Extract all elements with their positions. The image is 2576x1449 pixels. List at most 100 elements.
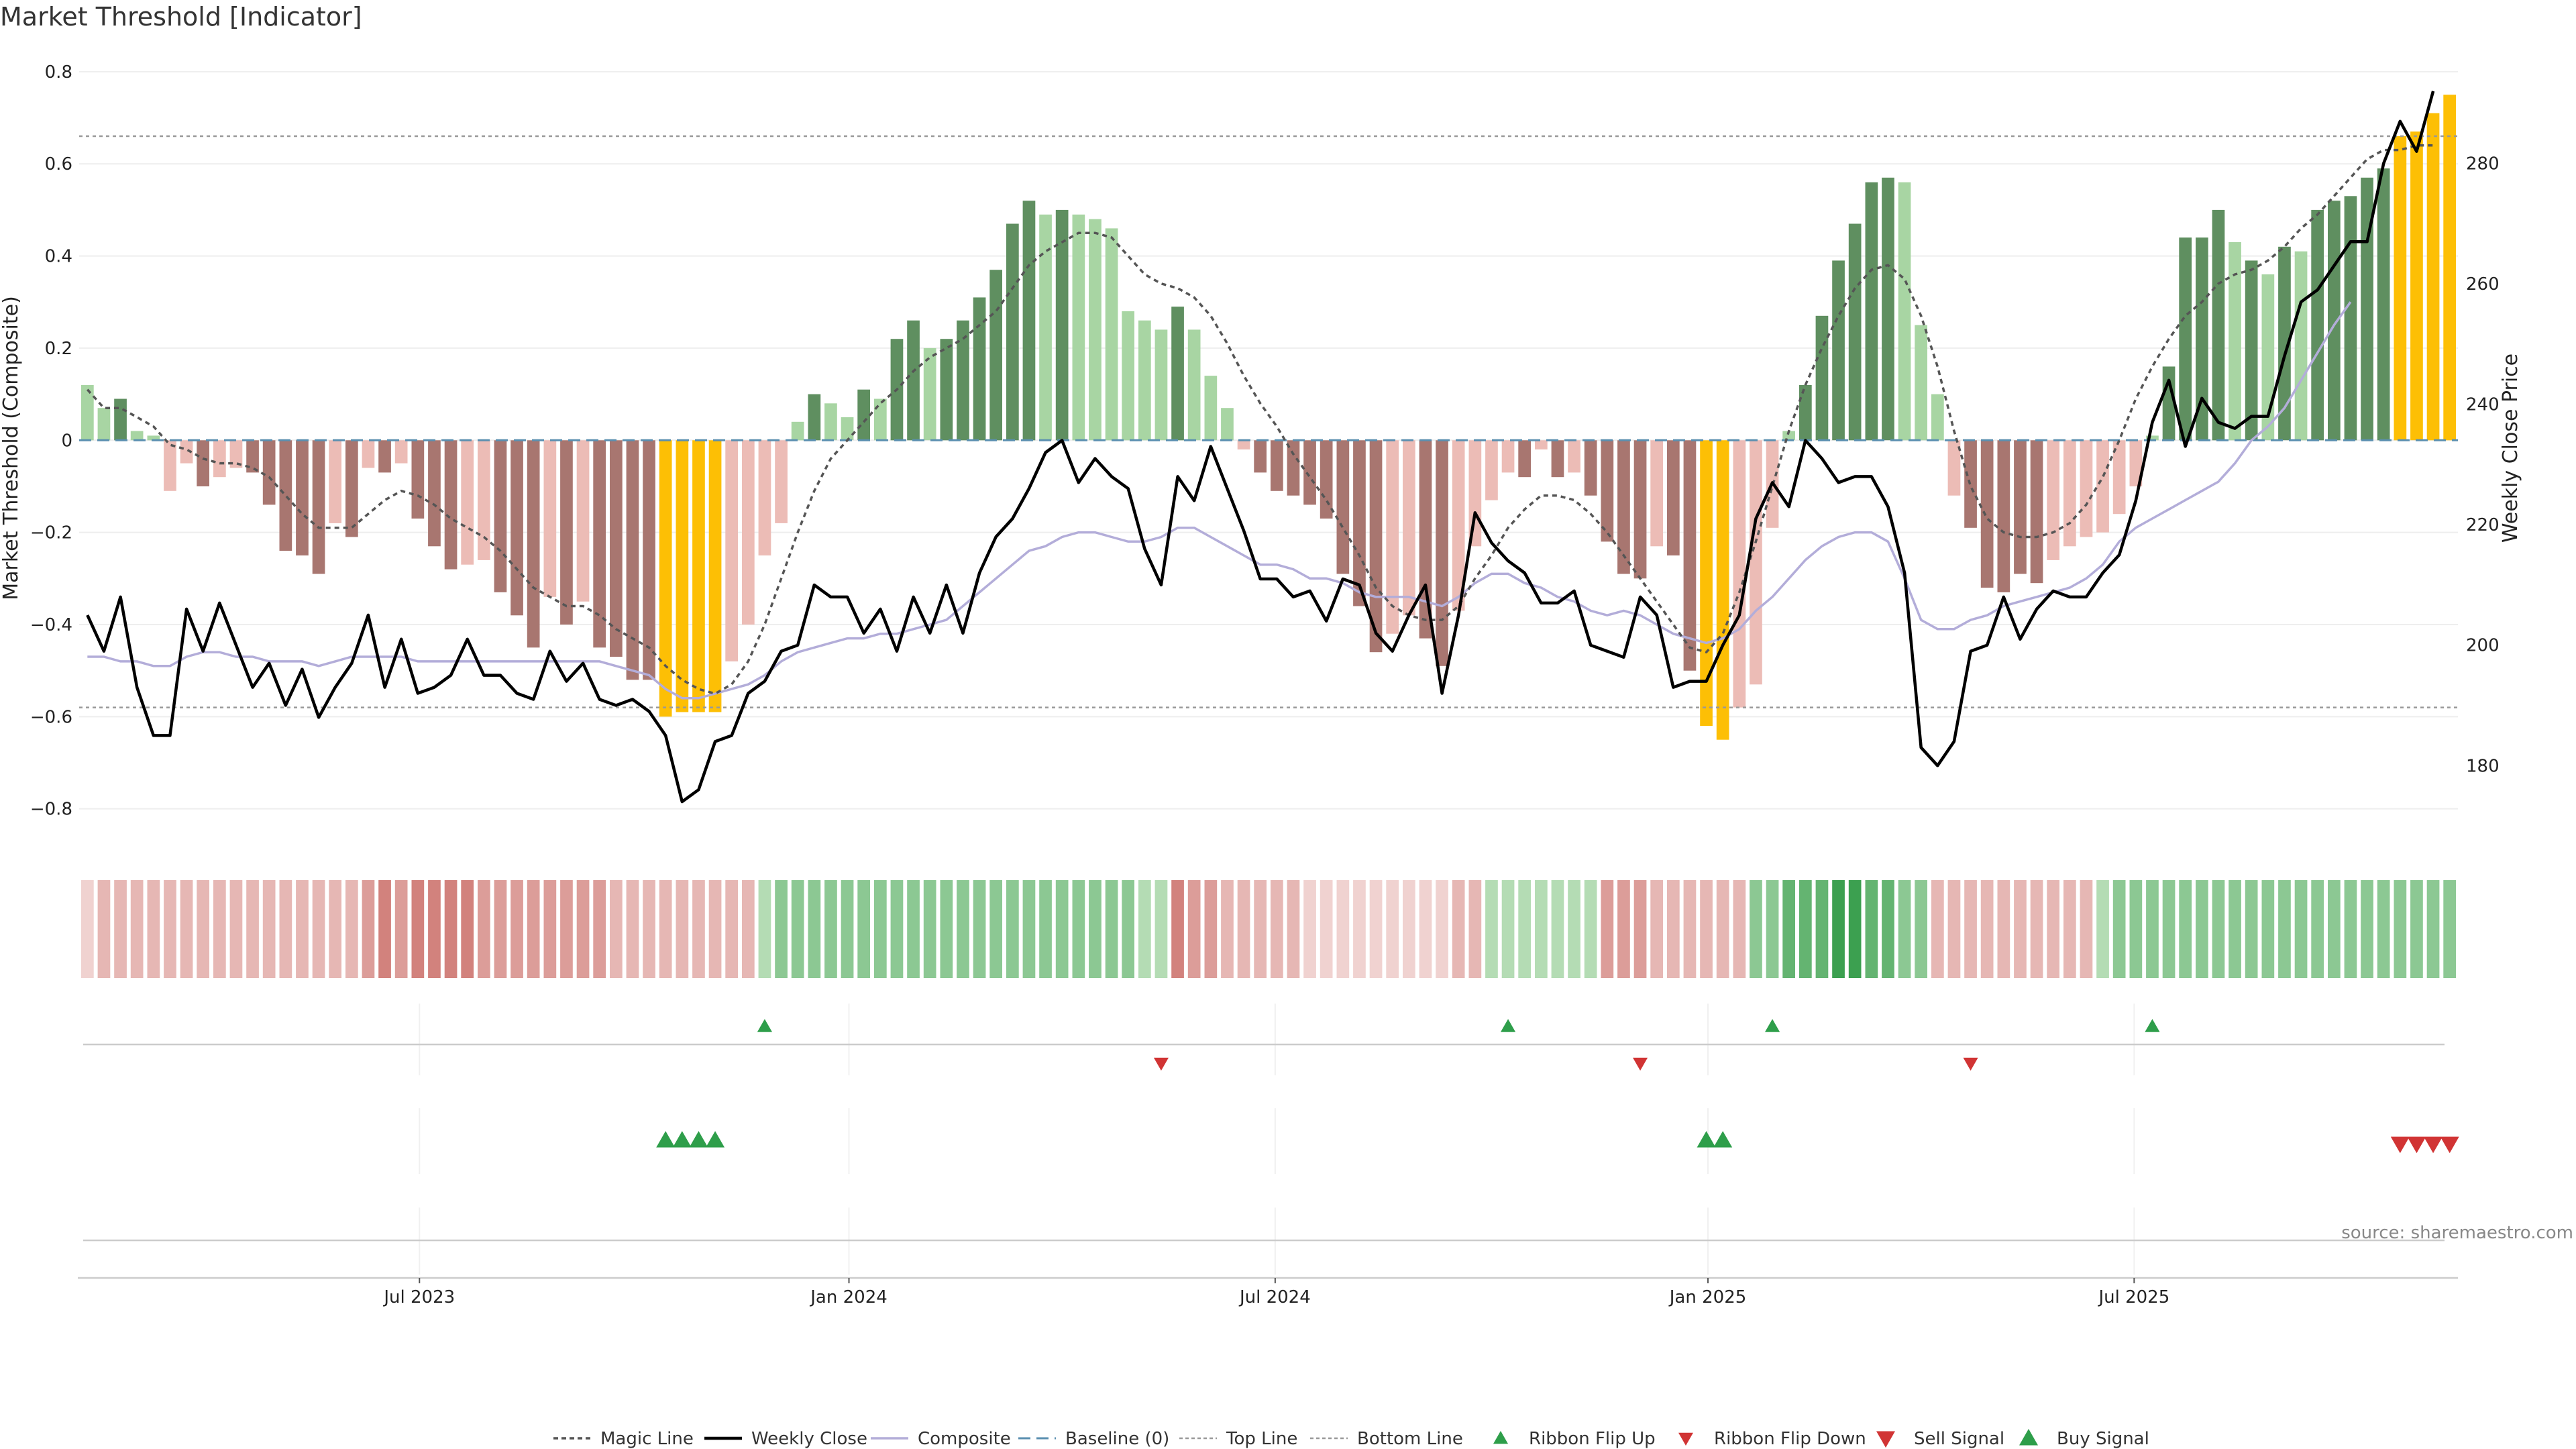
composite-bar (1501, 440, 1515, 473)
buy-signal-marker (672, 1131, 692, 1148)
legend-label: Buy Signal (2057, 1429, 2149, 1449)
legend-label: Magic Line (600, 1429, 694, 1449)
x-tick-label: Jan 2025 (1668, 1287, 1747, 1307)
composite-bar (1848, 223, 1862, 441)
ribbon-cell (1947, 880, 1961, 978)
composite-bar (659, 440, 672, 717)
composite-bar (1155, 329, 1168, 441)
ribbon-cell (2410, 880, 2423, 978)
ribbon-cell (296, 880, 309, 978)
ribbon-cell (81, 880, 94, 978)
composite-bar (2212, 209, 2225, 441)
ribbon-cell (262, 880, 276, 978)
composite-bar (2014, 440, 2027, 574)
ribbon-cell (1551, 880, 1564, 978)
ribbon-flip-down-marker (1963, 1057, 1978, 1071)
buy-signal-marker (706, 1131, 725, 1148)
ribbon-cell (1039, 880, 1052, 978)
ribbon-cell (511, 880, 523, 978)
y-tick-label: −0.2 (30, 523, 72, 543)
ribbon-cell (907, 880, 920, 978)
ribbon-cell (2030, 880, 2043, 978)
composite-bars (81, 95, 2456, 740)
ribbon-flip-up-marker (1501, 1019, 1516, 1032)
legend-item: Bottom Line (1310, 1429, 1463, 1449)
buy-signal-marker (689, 1131, 708, 1148)
sell-signal-marker (2440, 1136, 2459, 1153)
ribbon-cell (2047, 880, 2059, 978)
composite-bar (1947, 440, 1961, 496)
ribbon-cell (2080, 880, 2093, 978)
x-axis: Jul 2023 Jan 2024 Jul 2024 Jan 2025 Jul 2025 (78, 1277, 2458, 1307)
ribbon-cell (1237, 880, 1250, 978)
y-tick-label: 0 (61, 431, 72, 451)
ribbon-cell (1287, 880, 1300, 978)
ribbon-cell (1815, 880, 1829, 978)
ribbon-cell (2096, 880, 2109, 978)
ribbon-cell (676, 880, 689, 978)
ribbon-flip-down-marker (1153, 1057, 1169, 1071)
composite-bar (213, 440, 226, 478)
composite-bar (692, 440, 705, 712)
ribbon (81, 880, 2456, 978)
ribbon-cell (2278, 880, 2291, 978)
ribbon-cell (2245, 880, 2258, 978)
composite-bar (1733, 440, 1746, 708)
composite-bar (2129, 440, 2143, 486)
composite-bar (1799, 384, 1812, 441)
composite-bar (312, 440, 325, 574)
ribbon-cell (824, 880, 837, 978)
x-tick-label: Jul 2024 (1238, 1287, 1311, 1307)
composite-bar (1535, 440, 1548, 449)
composite-bar (1667, 440, 1680, 555)
ribbon-cell (246, 880, 259, 978)
ribbon-cell (1303, 880, 1316, 978)
ribbon-cell (1898, 880, 1911, 978)
composite-bar (1700, 440, 1713, 727)
legend-label: Ribbon Flip Down (1714, 1429, 1866, 1449)
ribbon-cell (2162, 880, 2176, 978)
composite-bar (841, 417, 854, 441)
ribbon-cell (2394, 880, 2407, 978)
ribbon-cell (1915, 880, 1927, 978)
buy-signal-marker (1713, 1131, 1733, 1148)
ribbon-cell (742, 880, 755, 978)
chart-title: Market Threshold [Indicator] (0, 2, 362, 32)
ribbon-cell (527, 880, 540, 978)
ribbon-cell (1105, 880, 1118, 978)
y2-tick-label: 280 (2466, 154, 2500, 174)
composite-bar (725, 440, 738, 661)
ribbon-cell (1221, 880, 1234, 978)
composite-bar (857, 389, 870, 441)
ribbon-cell (1799, 880, 1812, 978)
legend-swatch (1678, 1432, 1693, 1446)
composite-bar (2063, 440, 2076, 547)
ribbon-cell (1436, 880, 1448, 978)
composite-bar (1055, 209, 1069, 441)
ribbon-cell (1089, 880, 1102, 978)
legend-label: Ribbon Flip Up (1529, 1429, 1656, 1449)
ribbon-cell (1155, 880, 1168, 978)
composite-bar (1089, 219, 1102, 441)
ribbon-cell (2179, 880, 2192, 978)
ribbon-cell (940, 880, 953, 978)
ribbon-flip-down-marker (1633, 1057, 1648, 1071)
composite-bar (1915, 325, 1927, 441)
legend-item: Buy Signal (2019, 1429, 2149, 1449)
ribbon-cell (2377, 880, 2390, 978)
legend-item: Composite (871, 1429, 1011, 1449)
ribbon-cell (576, 880, 590, 978)
ribbon-cell (1848, 880, 1862, 978)
legend-label: Weekly Close (751, 1429, 867, 1449)
ribbon-cell (973, 880, 986, 978)
ribbon-cell (180, 880, 193, 978)
composite-bar (1187, 329, 1201, 441)
composite-bar (560, 440, 573, 625)
composite-bar (2229, 242, 2241, 441)
ribbon-cell (1055, 880, 1069, 978)
ribbon-cell (659, 880, 672, 978)
legend-label: Sell Signal (1914, 1429, 2004, 1449)
composite-bar (2030, 440, 2043, 584)
legend-item: Top Line (1179, 1429, 1297, 1449)
composite-bar (973, 297, 986, 441)
